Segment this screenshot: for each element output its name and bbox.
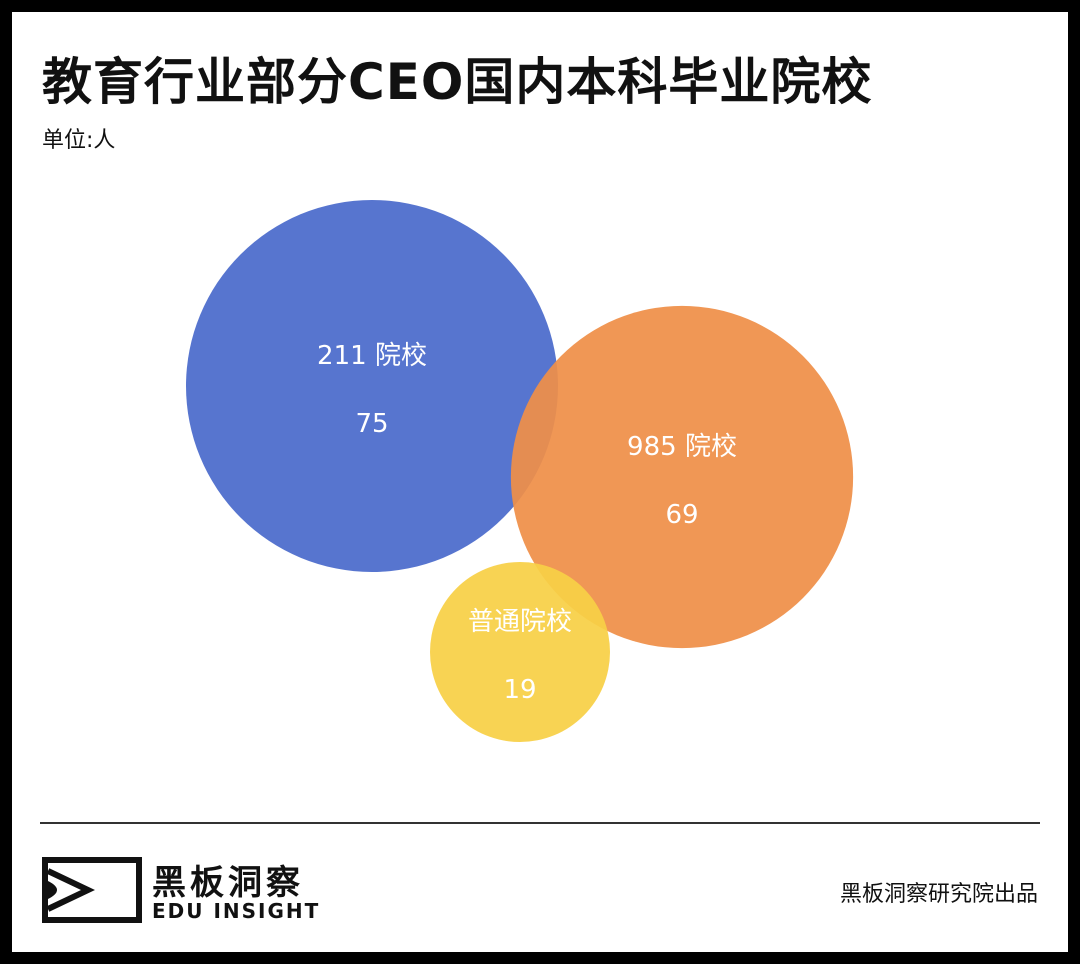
bubble-211 — [186, 200, 558, 572]
brand-name-cn: 黑板洞察 — [152, 863, 304, 903]
credit-text: 黑板洞察研究院出品 — [839, 882, 1038, 907]
bubble-label-211: 211 院校 — [317, 341, 427, 371]
bubble-label-regular: 普通院校 — [468, 607, 572, 637]
footer-divider — [40, 822, 1040, 824]
edu-insight-logo-icon — [42, 857, 142, 923]
bubble-value-211: 75 — [355, 409, 388, 439]
bubble-chart: 211 院校 75 985 院校 69 普通院校 19 — [186, 200, 854, 742]
chart-title: 教育行业部分CEO国内本科毕业院校 — [42, 53, 873, 111]
brand-name-en: EDU INSIGHT — [152, 899, 321, 923]
chart-frame: 教育行业部分CEO国内本科毕业院校 单位:人 211 院校 75 985 院校 69 普… — [12, 12, 1068, 952]
bubble-985 — [510, 305, 854, 649]
unit-label: 单位:人 — [42, 128, 116, 153]
bubble-value-regular: 19 — [503, 675, 536, 705]
bubble-regular — [430, 562, 610, 742]
bubble-value-985: 69 — [665, 500, 698, 530]
bubble-label-985: 985 院校 — [627, 432, 737, 462]
